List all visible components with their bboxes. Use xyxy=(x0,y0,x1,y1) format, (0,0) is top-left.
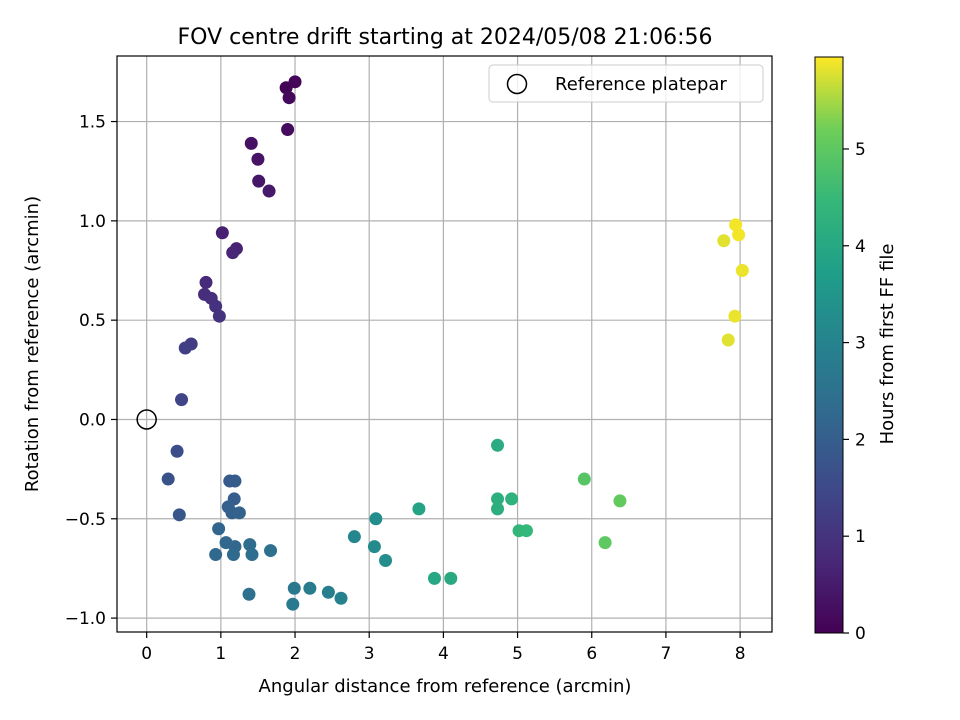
x-tick-label: 4 xyxy=(438,644,449,664)
scatter-point xyxy=(491,438,505,452)
y-tick-label: −1.0 xyxy=(65,609,106,629)
grid-lines xyxy=(117,56,772,632)
scatter-point xyxy=(281,122,295,136)
scatter-point xyxy=(242,587,256,601)
colorbar-tick-label: 3 xyxy=(855,334,866,354)
y-axis-label: Rotation from reference (arcmin) xyxy=(22,196,43,492)
scatter-point xyxy=(286,597,300,611)
x-tick-label: 8 xyxy=(735,644,746,664)
scatter-point xyxy=(491,502,505,516)
scatter-point xyxy=(228,474,242,488)
scatter-point xyxy=(244,136,258,150)
scatter-point xyxy=(379,553,393,567)
x-tick-label: 6 xyxy=(586,644,597,664)
x-tick-label: 5 xyxy=(512,644,523,664)
scatter-point xyxy=(215,226,229,240)
scatter-point xyxy=(334,591,348,605)
scatter-point xyxy=(209,299,223,313)
scatter-point xyxy=(728,309,742,323)
reference-marker-group xyxy=(136,409,157,430)
colorbar xyxy=(814,56,844,634)
x-tick-label: 7 xyxy=(661,644,672,664)
y-axis-ticks: −1.0 −0.5 0.0 0.5 1.0 1.5 xyxy=(65,113,117,629)
x-axis-ticks: 0 1 2 3 4 5 6 7 8 xyxy=(141,632,746,664)
colorbar-label: Hours from first FF file xyxy=(877,244,898,445)
scatter-point xyxy=(226,548,240,562)
scatter-point xyxy=(729,218,743,232)
scatter-point xyxy=(262,184,276,198)
scatter-point xyxy=(175,393,189,407)
x-tick-label: 1 xyxy=(215,644,226,664)
scatter-point xyxy=(199,275,213,289)
scatter-point xyxy=(212,522,226,536)
colorbar-tick-label: 4 xyxy=(855,237,866,257)
reference-platepar-marker xyxy=(136,409,157,430)
scatter-point xyxy=(170,444,184,458)
scatter-point xyxy=(491,492,505,506)
y-tick-label: 0.0 xyxy=(79,410,106,430)
scatter-point xyxy=(282,91,296,105)
scatter-point xyxy=(369,512,383,526)
scatter-point xyxy=(598,536,612,550)
scatter-point xyxy=(252,174,266,188)
scatter-point xyxy=(505,492,519,506)
scatter-point xyxy=(251,152,265,166)
scatter-series xyxy=(161,75,749,611)
scatter-point xyxy=(212,309,226,323)
scatter-point xyxy=(735,264,749,278)
colorbar-tick-label: 1 xyxy=(855,527,866,547)
legend-marker-open-circle xyxy=(506,73,528,95)
scatter-point xyxy=(209,548,223,562)
colorbar-tick-label: 0 xyxy=(855,624,866,644)
scatter-point xyxy=(303,581,317,595)
legend-entry-label: Reference platepar xyxy=(555,74,727,95)
scatter-point xyxy=(347,530,361,544)
scatter-point xyxy=(172,508,186,522)
x-tick-label: 2 xyxy=(290,644,301,664)
scatter-point xyxy=(721,333,735,347)
y-tick-label: 1.5 xyxy=(79,113,106,133)
x-axis-label: Angular distance from reference (arcmin) xyxy=(259,676,632,697)
colorbar-ticks: 0 1 2 3 4 5 xyxy=(843,140,866,644)
scatter-point xyxy=(577,472,591,486)
scatter-point xyxy=(427,571,441,585)
scatter-point xyxy=(732,228,746,242)
legend-box xyxy=(488,64,764,103)
scatter-point xyxy=(519,524,533,538)
scatter-point xyxy=(178,341,192,355)
scatter-point xyxy=(264,544,278,558)
legend: Reference platepar xyxy=(488,64,764,103)
colorbar-tick-label: 2 xyxy=(855,430,866,450)
scatter-point xyxy=(245,548,259,562)
axes-frame xyxy=(116,55,773,633)
y-tick-label: −0.5 xyxy=(65,510,106,530)
scatter-point xyxy=(232,506,246,520)
scatter-point xyxy=(226,246,240,260)
scatter-point xyxy=(444,571,458,585)
colorbar-tick-label: 5 xyxy=(855,140,866,160)
scatter-point xyxy=(367,540,381,554)
scatter-point xyxy=(321,585,335,599)
scatter-point xyxy=(613,494,627,508)
chart-title: FOV centre drift starting at 2024/05/08 … xyxy=(178,25,713,50)
scatter-point xyxy=(287,581,301,595)
scatter-point xyxy=(717,234,731,248)
scatter-point xyxy=(161,472,175,486)
y-tick-label: 0.5 xyxy=(79,311,106,331)
scatter-point xyxy=(412,502,426,516)
scatter-point xyxy=(243,538,257,552)
y-tick-label: 1.0 xyxy=(79,212,106,232)
scatter-point xyxy=(288,75,302,89)
x-tick-label: 0 xyxy=(141,644,152,664)
x-tick-label: 3 xyxy=(364,644,375,664)
